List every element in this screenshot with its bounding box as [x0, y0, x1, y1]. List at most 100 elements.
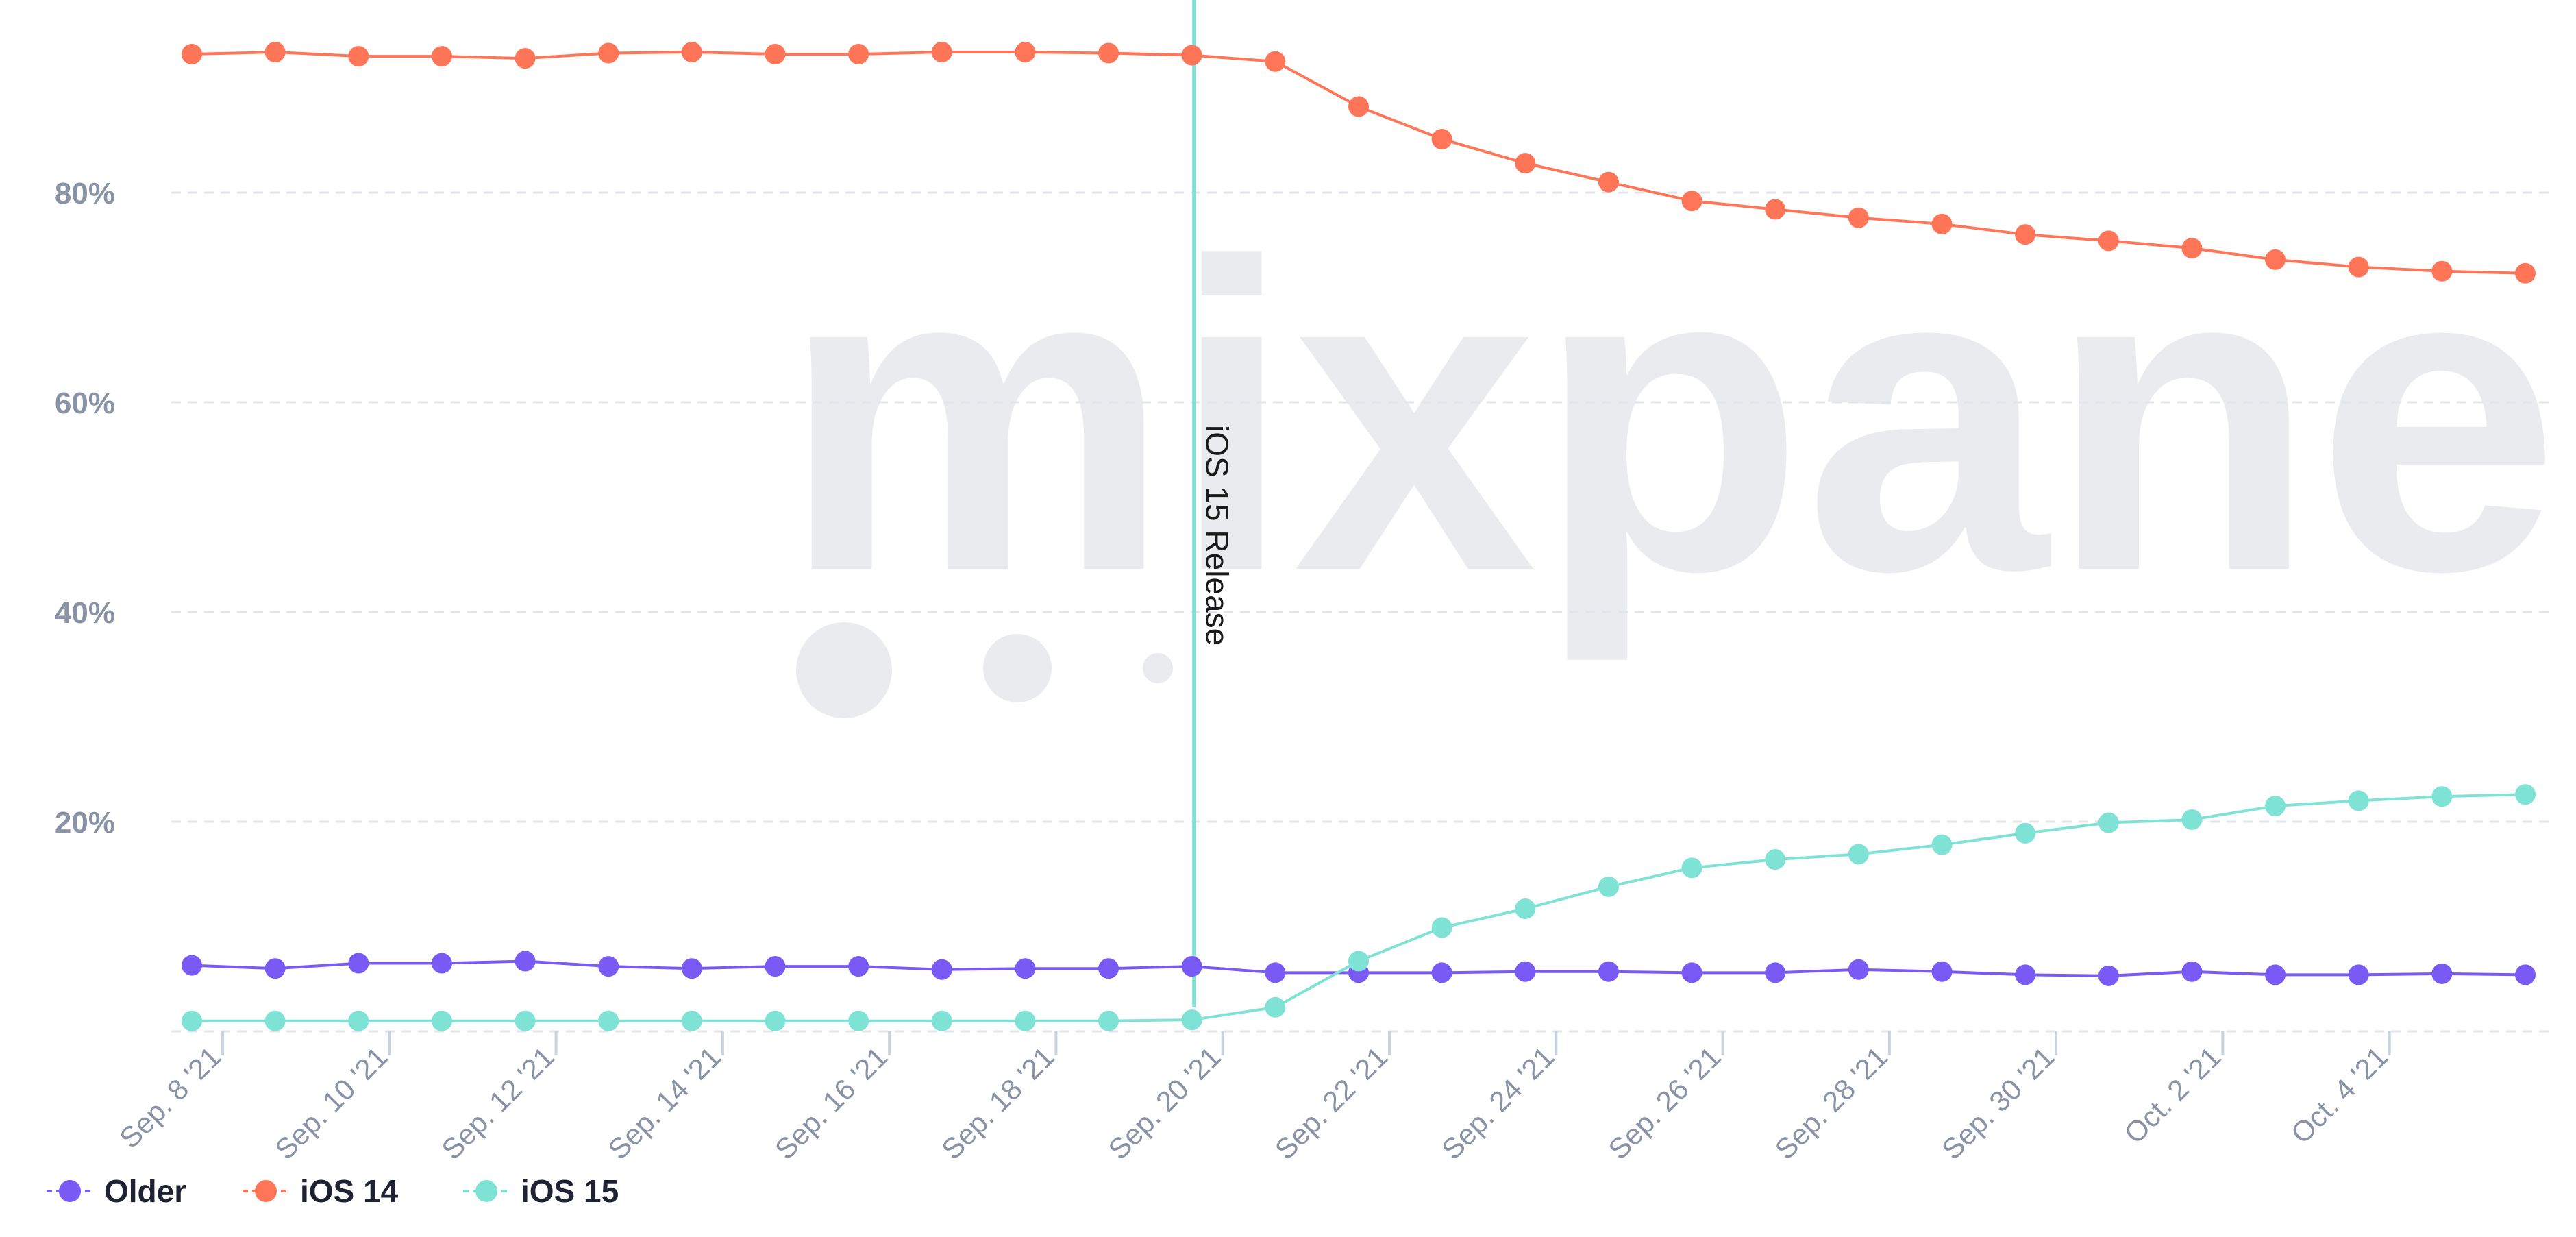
data-point-ios-15 — [1515, 898, 1536, 919]
data-point-ios-14 — [1765, 199, 1786, 220]
data-point-ios-15 — [1848, 844, 1869, 865]
data-point-older — [431, 953, 452, 974]
legend-swatch-ios-15 — [475, 1180, 497, 1202]
data-point-older — [2015, 964, 2036, 985]
legend: Older iOS 14 iOS 15 — [47, 1173, 619, 1209]
data-point-older — [2265, 964, 2286, 985]
data-point-older — [765, 956, 786, 977]
x-tick-label: Sep. 14 '21 — [602, 1040, 728, 1166]
data-point-ios-15 — [1265, 996, 1286, 1018]
legend-label-older: Older — [104, 1173, 186, 1209]
data-point-ios-14 — [1848, 207, 1869, 228]
data-point-older — [1515, 961, 1536, 982]
data-point-ios-15 — [2181, 809, 2203, 830]
data-point-ios-15 — [2348, 790, 2369, 811]
gridlines — [171, 191, 2552, 1033]
data-point-ios-14 — [1431, 128, 1452, 149]
data-point-ios-15 — [2098, 812, 2119, 833]
data-point-ios-14 — [1348, 96, 1369, 117]
data-point-ios-15 — [1098, 1010, 1119, 1031]
data-point-ios-14 — [2015, 224, 2036, 245]
x-tick-label: Oct. 2 '21 — [2118, 1040, 2227, 1149]
legend-swatch-ios-14 — [255, 1180, 277, 1202]
data-point-ios-14 — [848, 44, 869, 65]
x-tick-label: Sep. 8 '21 — [113, 1040, 227, 1154]
y-tick-label: 80% — [55, 177, 115, 210]
data-point-older — [2348, 964, 2369, 985]
x-tick-label: Sep. 28 '21 — [1769, 1040, 1894, 1166]
data-point-ios-14 — [348, 46, 369, 67]
data-point-older — [264, 958, 286, 979]
data-point-ios-15 — [182, 1010, 202, 1031]
release-marker-label: iOS 15 Release — [1200, 425, 1235, 646]
data-point-ios-15 — [348, 1010, 369, 1031]
data-point-ios-14 — [2348, 256, 2369, 278]
data-point-ios-14 — [1098, 42, 1119, 64]
x-tick-label: Sep. 18 '21 — [935, 1040, 1061, 1166]
data-point-ios-14 — [1015, 41, 1036, 62]
data-point-ios-14 — [598, 42, 619, 64]
y-tick-label: 20% — [55, 806, 115, 840]
data-point-ios-14 — [765, 44, 786, 65]
data-point-older — [2431, 963, 2453, 984]
legend-label-ios-15: iOS 15 — [521, 1173, 619, 1209]
data-point-older — [1598, 961, 1619, 982]
data-point-ios-14 — [1515, 153, 1536, 174]
data-point-ios-15 — [2515, 784, 2536, 805]
data-point-ios-14 — [1181, 45, 1202, 66]
data-point-older — [182, 955, 202, 976]
data-point-older — [2181, 961, 2203, 982]
x-tick-label: Sep. 26 '21 — [1602, 1040, 1727, 1166]
data-point-ios-15 — [1765, 849, 1786, 870]
data-point-ios-14 — [2098, 230, 2119, 252]
data-point-ios-15 — [1015, 1010, 1036, 1031]
data-point-ios-14 — [1681, 191, 1702, 212]
data-point-older — [348, 953, 369, 974]
data-point-ios-15 — [2431, 786, 2453, 807]
data-point-ios-14 — [2265, 249, 2286, 270]
data-point-ios-14 — [515, 48, 536, 69]
watermark-dot — [1143, 653, 1173, 683]
data-point-ios-15 — [681, 1010, 702, 1031]
data-point-ios-15 — [264, 1010, 286, 1031]
data-point-older — [931, 959, 952, 980]
data-point-ios-14 — [2515, 262, 2536, 284]
data-point-ios-14 — [931, 41, 952, 62]
series-group — [182, 41, 2536, 1031]
data-point-ios-14 — [264, 41, 286, 62]
data-point-older — [1765, 962, 1786, 983]
legend-label-ios-14: iOS 14 — [300, 1173, 399, 1209]
x-tick-label: Oct. 4 '21 — [2285, 1040, 2394, 1149]
data-point-older — [1265, 962, 1286, 983]
x-tick-label: Sep. 12 '21 — [435, 1040, 560, 1166]
data-point-older — [1098, 958, 1119, 979]
x-tick-label: Sep. 30 '21 — [1935, 1040, 2061, 1166]
data-point-older — [515, 951, 536, 972]
watermark: mixpanel — [781, 172, 2576, 718]
series-line-ios-15 — [192, 793, 2526, 1022]
data-point-ios-15 — [1681, 857, 1702, 879]
y-tick-label: 40% — [55, 596, 115, 630]
x-tick-label: Sep. 20 '21 — [1102, 1040, 1228, 1166]
data-point-ios-15 — [2015, 822, 2036, 844]
data-point-ios-14 — [182, 44, 202, 65]
data-point-ios-14 — [1265, 51, 1286, 72]
data-point-ios-15 — [1348, 951, 1369, 972]
data-point-ios-15 — [765, 1010, 786, 1031]
watermark-dot — [983, 634, 1052, 702]
data-point-ios-15 — [2265, 796, 2286, 817]
data-point-older — [848, 956, 869, 977]
data-point-ios-15 — [1181, 1009, 1202, 1031]
data-point-ios-15 — [598, 1010, 619, 1031]
data-point-ios-15 — [1431, 917, 1452, 938]
data-point-older — [1848, 959, 1869, 980]
x-axis: Sep. 8 '21 Sep. 10 '21 Sep. 12 '21 Sep. 14 … — [113, 1031, 2394, 1166]
data-point-ios-15 — [931, 1010, 952, 1031]
legend-swatch-older — [59, 1180, 81, 1202]
data-point-ios-15 — [1598, 876, 1619, 897]
x-tick-label: Sep. 10 '21 — [269, 1040, 394, 1166]
data-point-older — [2098, 965, 2119, 986]
data-point-ios-15 — [515, 1010, 536, 1031]
